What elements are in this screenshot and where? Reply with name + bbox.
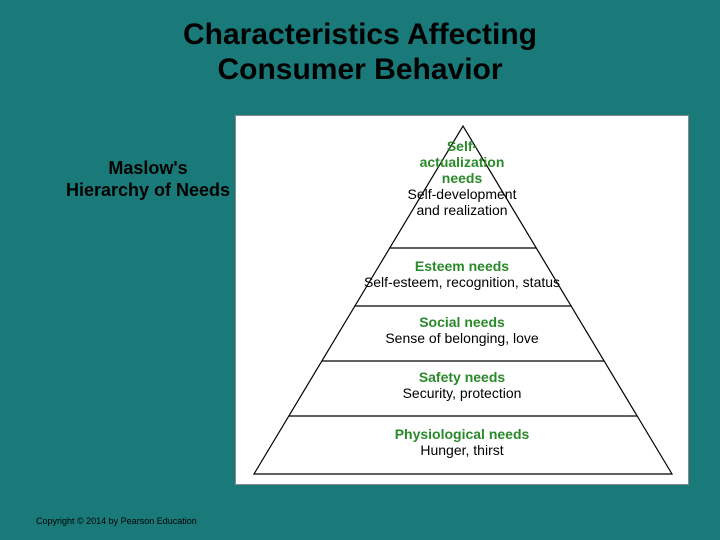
pyramid-diagram: Self-actualizationneedsSelf-developmenta… xyxy=(235,115,689,485)
level-title: Self-actualizationneeds xyxy=(236,138,688,186)
subtitle-line1: Maslow's xyxy=(108,158,187,178)
level-desc: Self-developmentand realization xyxy=(236,186,688,218)
slide: Characteristics Affecting Consumer Behav… xyxy=(0,0,720,540)
copyright-text: Copyright © 2014 by Pearson Education xyxy=(36,516,197,526)
level-title: Social needs xyxy=(236,314,688,330)
pyramid-level: Self-actualizationneedsSelf-developmenta… xyxy=(236,138,688,218)
level-desc: Sense of belonging, love xyxy=(236,330,688,346)
pyramid-level: Esteem needsSelf-esteem, recognition, st… xyxy=(236,258,688,290)
level-desc: Self-esteem, recognition, status xyxy=(236,274,688,290)
pyramid-level: Safety needsSecurity, protection xyxy=(236,369,688,401)
level-desc: Hunger, thirst xyxy=(236,442,688,458)
level-title: Safety needs xyxy=(236,369,688,385)
level-title: Esteem needs xyxy=(236,258,688,274)
pyramid-level: Social needsSense of belonging, love xyxy=(236,314,688,346)
level-desc: Security, protection xyxy=(236,385,688,401)
title-line1: Characteristics Affecting xyxy=(183,18,537,51)
slide-title: Characteristics Affecting Consumer Behav… xyxy=(0,18,720,87)
pyramid-level: Physiological needsHunger, thirst xyxy=(236,426,688,458)
level-title: Physiological needs xyxy=(236,426,688,442)
pyramid-labels: Self-actualizationneedsSelf-developmenta… xyxy=(236,116,688,484)
slide-subtitle: Maslow's Hierarchy of Needs xyxy=(48,158,248,201)
title-line2: Consumer Behavior xyxy=(217,53,502,86)
subtitle-line2: Hierarchy of Needs xyxy=(66,180,230,200)
